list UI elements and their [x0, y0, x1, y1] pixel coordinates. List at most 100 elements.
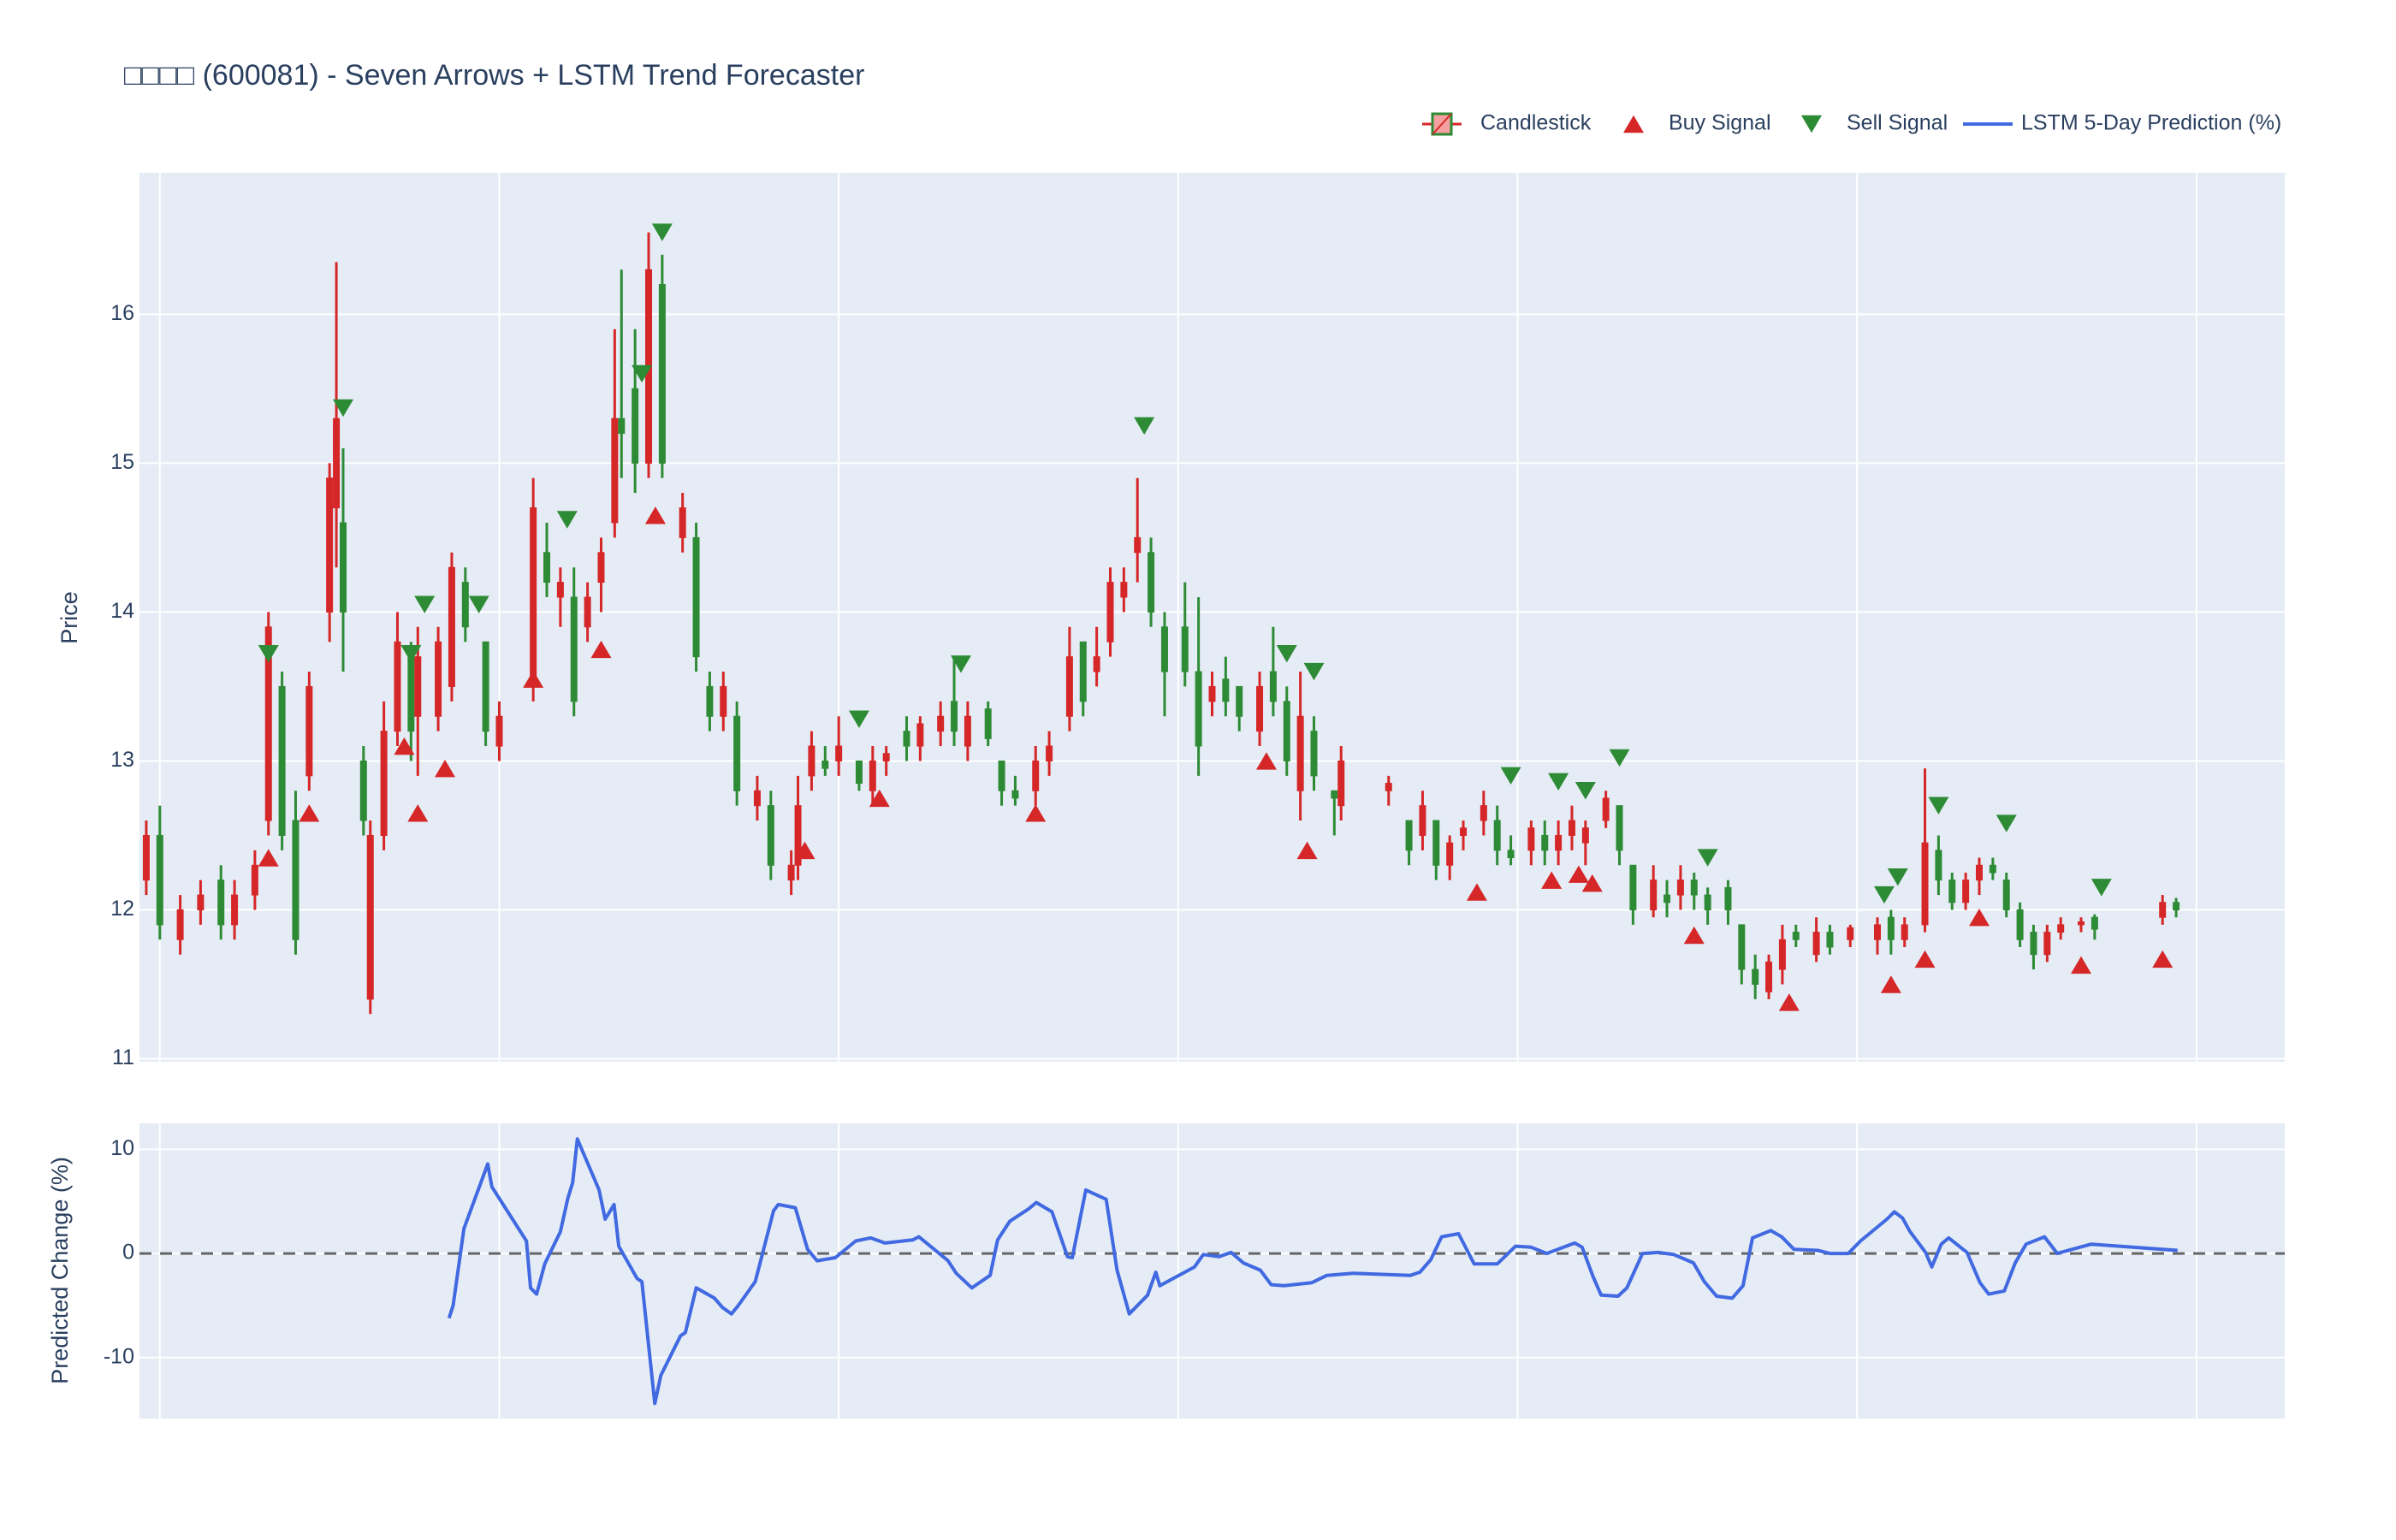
candle-body — [176, 909, 184, 940]
candle-body — [1555, 834, 1563, 851]
candle-body — [1901, 924, 1908, 940]
candle-body — [1975, 864, 1983, 881]
candle-body — [435, 641, 442, 717]
candle-body — [1602, 797, 1610, 821]
candle-body — [1296, 715, 1304, 791]
sell-signal — [1303, 662, 1325, 681]
sell-signal — [414, 595, 436, 613]
buy-signal — [1255, 752, 1277, 770]
sell-signal — [651, 223, 673, 241]
candle-body — [142, 834, 150, 881]
candle-body — [1493, 820, 1501, 851]
sell-signal — [468, 595, 489, 613]
candle-body — [1962, 880, 1970, 903]
candle-body — [1704, 894, 1711, 910]
candle-body — [1765, 961, 1773, 992]
candle-body — [1446, 842, 1454, 866]
candle-body — [461, 582, 469, 628]
candle-body — [1337, 760, 1345, 807]
candle-body — [2002, 880, 2010, 910]
candle-body — [2159, 902, 2167, 918]
y-tick-label: 10 — [110, 1136, 134, 1160]
candle-body — [326, 477, 334, 613]
candle-body — [2030, 932, 2037, 956]
candle-body — [1460, 827, 1468, 836]
candle-body — [333, 418, 341, 509]
candle-body — [1935, 850, 1942, 881]
candle-body — [1989, 864, 1996, 874]
sell-signal — [1609, 749, 1630, 767]
candle-body — [767, 805, 774, 866]
candle-body — [1650, 880, 1658, 910]
buy-signal — [2070, 956, 2091, 974]
candle-body — [2173, 902, 2180, 910]
buy-signal — [1296, 841, 1318, 860]
candle-body — [808, 745, 815, 777]
candle-body — [1664, 894, 1671, 903]
buy-signal — [644, 506, 666, 524]
candle-body — [197, 894, 205, 910]
candle-body — [1847, 927, 1854, 940]
candle-body — [1222, 678, 1230, 702]
buy-signal — [407, 804, 429, 822]
candle-body — [1826, 932, 1834, 948]
candle-body — [1134, 536, 1142, 554]
candle-body — [543, 552, 551, 583]
legend-symbol — [1801, 115, 1822, 133]
candle-body — [937, 715, 945, 732]
y-tick-label: 16 — [110, 301, 134, 325]
candle-body — [916, 723, 924, 747]
candle-body — [1065, 656, 1073, 717]
candle-body — [794, 805, 802, 866]
y-tick-label: 12 — [110, 897, 134, 921]
buy-signal — [869, 789, 890, 808]
candle-body — [1812, 932, 1820, 956]
candle-body — [1283, 701, 1290, 761]
candle-body — [380, 731, 388, 836]
candle-body — [1792, 932, 1800, 940]
candle-body — [821, 760, 829, 769]
sell-signal — [848, 710, 869, 728]
candle-body — [1507, 850, 1515, 859]
candle-body — [679, 507, 686, 538]
buy-signal — [1683, 926, 1705, 945]
y-tick-label: 13 — [110, 748, 134, 772]
candle-body — [1581, 827, 1589, 844]
candle-body — [1432, 820, 1440, 866]
candle-body — [658, 284, 666, 464]
candle-body — [1887, 916, 1895, 940]
candle-body — [964, 715, 971, 747]
candle-body — [1778, 939, 1786, 970]
candle-body — [706, 685, 714, 717]
candle-body — [217, 880, 225, 926]
candle-body — [414, 656, 422, 717]
candle-body — [2077, 921, 2085, 926]
buy-signal — [2152, 950, 2174, 968]
sell-signal — [950, 655, 971, 673]
sell-signal — [1575, 782, 1596, 800]
candle-body — [340, 522, 347, 613]
candle-body — [753, 790, 761, 807]
candle-body — [1419, 805, 1426, 836]
plot-background — [139, 173, 2285, 1062]
candle-body — [951, 701, 958, 732]
y-axis-title: Predicted Change (%) — [47, 1157, 73, 1384]
sell-signal — [1887, 868, 1908, 886]
candle-body — [2016, 909, 2024, 940]
legend-label: Buy Signal — [1669, 111, 1771, 135]
candle-body — [632, 388, 639, 464]
sell-signal — [1873, 886, 1895, 904]
sell-signal — [632, 364, 653, 383]
candle-body — [1032, 760, 1040, 791]
sell-signal — [1996, 814, 2017, 832]
candle-body — [1093, 656, 1100, 672]
candle-body — [597, 552, 605, 583]
candle-body — [1527, 827, 1535, 851]
buy-signal — [1581, 874, 1603, 892]
candle-body — [1208, 685, 1216, 702]
buy-signal — [523, 670, 544, 688]
candle-body — [407, 656, 415, 732]
buy-signal — [1466, 883, 1487, 901]
buy-signal — [1568, 865, 1589, 883]
